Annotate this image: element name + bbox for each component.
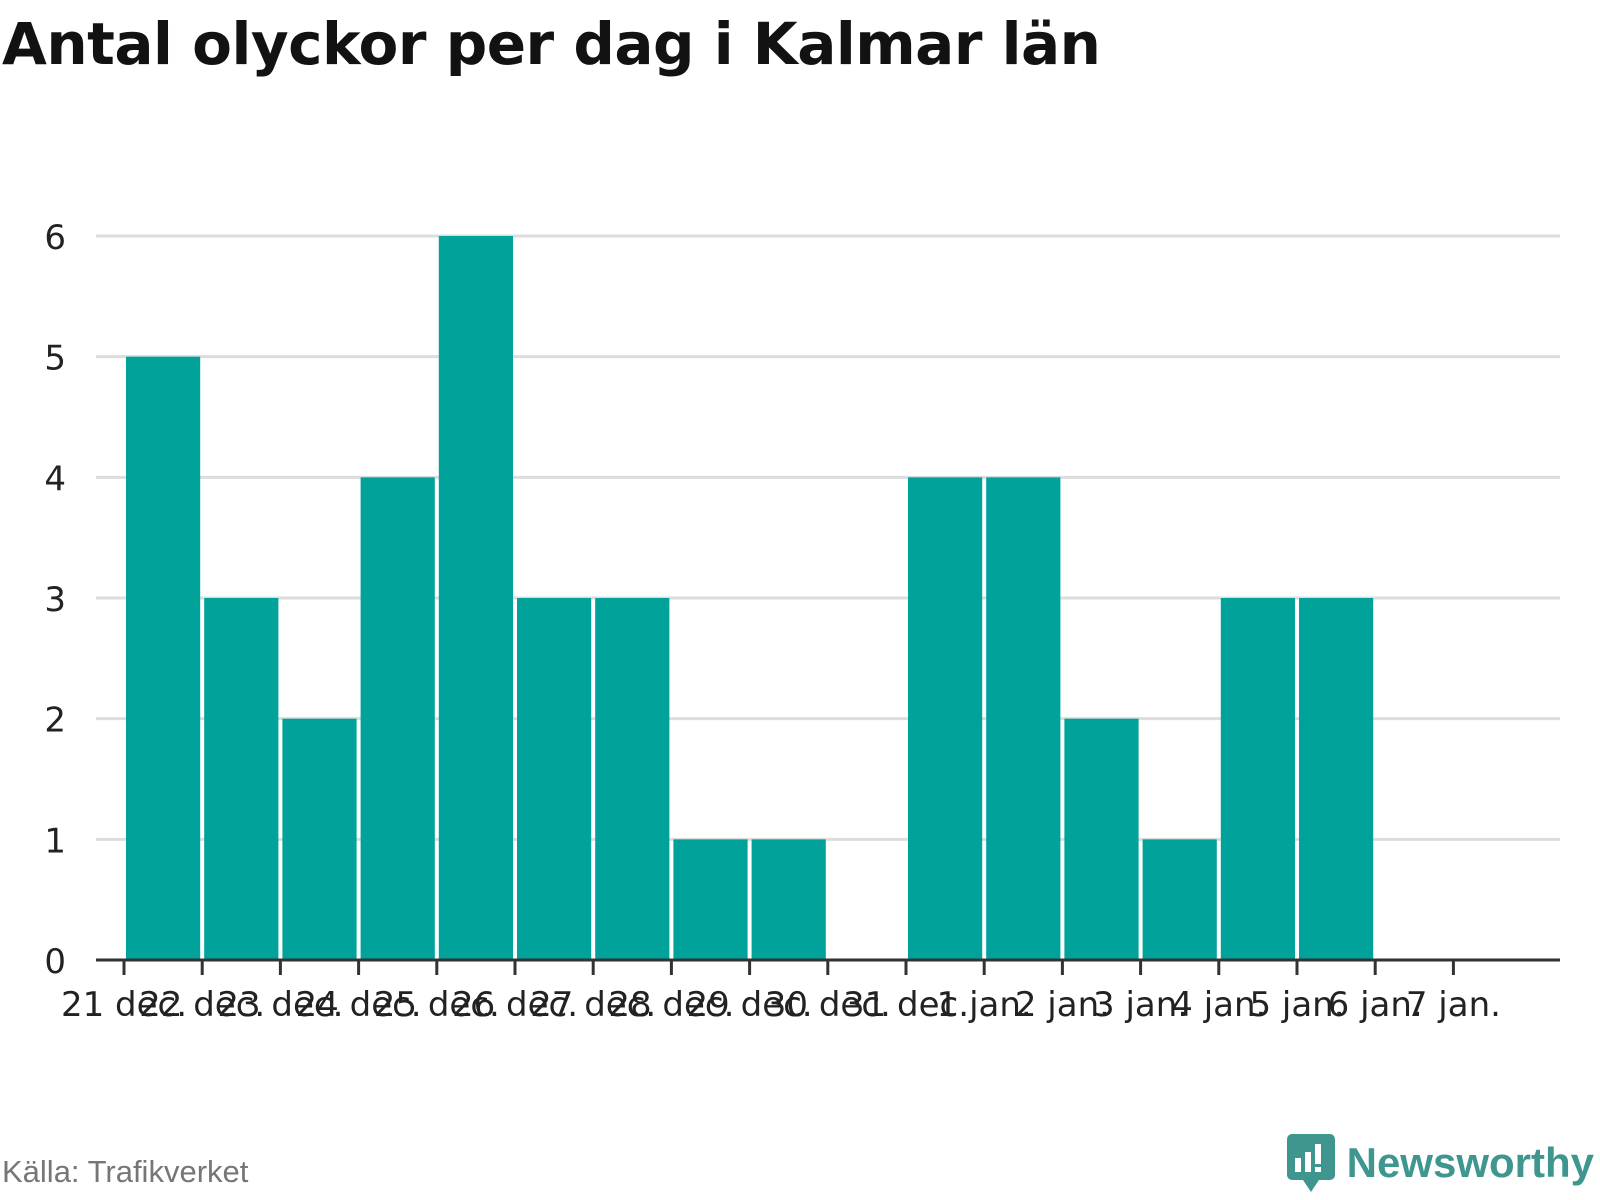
x-tick-label: 7 jan. (1406, 985, 1501, 1025)
x-tick-label: 6 jan. (1328, 985, 1423, 1025)
y-axis: 0 1 2 3 4 5 6 (44, 218, 66, 982)
x-tick-label: 26 dec. (452, 985, 578, 1025)
x-tick-label: 4 jan. (1171, 985, 1266, 1025)
bar (986, 477, 1061, 960)
y-tick-label: 1 (44, 821, 66, 861)
y-tick-label: 6 (44, 218, 66, 258)
bar (595, 598, 670, 960)
bar (751, 839, 826, 960)
bar (1220, 598, 1295, 960)
bars (126, 236, 1374, 961)
bar (908, 477, 983, 960)
x-tick-label: 24 dec. (296, 985, 422, 1025)
y-tick-label: 5 (44, 339, 66, 379)
x-tick-label: 22 dec. (139, 985, 265, 1025)
x-axis: 21 dec.22 dec.23 dec.24 dec.25 dec.26 de… (61, 958, 1560, 1025)
x-tick-label: 28 dec. (608, 985, 734, 1025)
chart-title: Antal olyckor per dag i Kalmar län (2, 10, 1101, 78)
bar (204, 598, 279, 960)
x-tick-label: 2 jan. (1015, 985, 1110, 1025)
y-tick-label: 3 (44, 580, 66, 620)
x-tick-label: 27 dec. (530, 985, 656, 1025)
bar (360, 477, 435, 960)
x-tick-label: 31 dec. (843, 985, 969, 1025)
bar (438, 236, 513, 960)
x-tick-label: 23 dec. (217, 985, 343, 1025)
brand-logo: Newsworthy (1286, 1134, 1594, 1192)
x-tick-label: 1 jan. (937, 985, 1032, 1025)
y-tick-label: 2 (44, 701, 66, 741)
source-note: Källa: Trafikverket (2, 1154, 249, 1189)
bar (1299, 598, 1374, 960)
x-tick-label: 29 dec. (687, 985, 813, 1025)
bar (673, 839, 748, 960)
newsworthy-logo-icon (1286, 1134, 1335, 1192)
bar (1064, 718, 1139, 960)
x-tick-label: 5 jan. (1249, 985, 1344, 1025)
y-tick-label: 0 (44, 942, 66, 982)
x-tick-label: 30 dec. (765, 985, 891, 1025)
x-tick-label: 25 dec. (374, 985, 500, 1025)
x-tick-label: 21 dec. (61, 985, 187, 1025)
bar (126, 356, 201, 961)
bar (517, 598, 592, 960)
x-tick-label: 3 jan. (1093, 985, 1188, 1025)
bar (282, 718, 357, 960)
brand-name: Newsworthy (1346, 1139, 1594, 1186)
y-tick-label: 4 (44, 459, 66, 499)
bar (1142, 839, 1217, 960)
